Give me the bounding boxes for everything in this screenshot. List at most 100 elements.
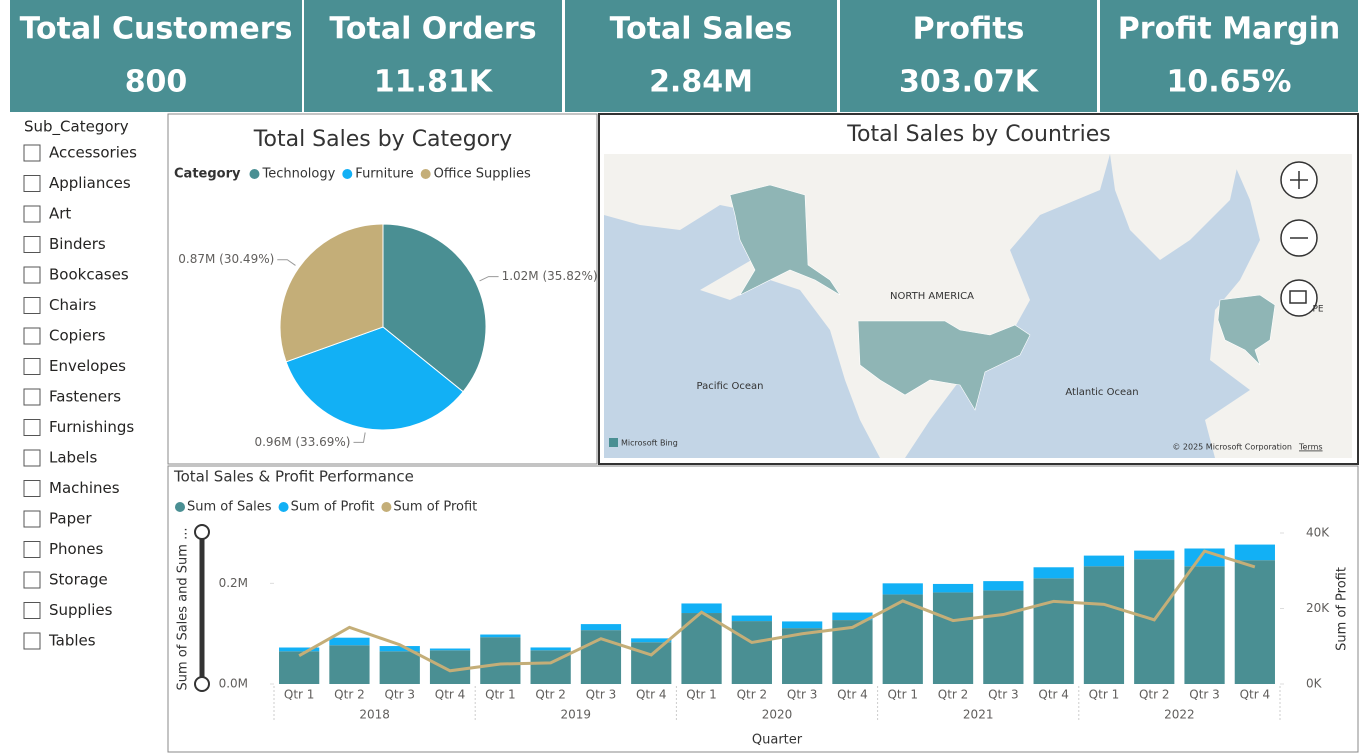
- checkbox[interactable]: [23, 175, 41, 192]
- x-group-label: 2019: [561, 708, 592, 722]
- combo-panel: [167, 465, 1359, 753]
- checkbox[interactable]: [23, 205, 41, 223]
- bar: [1234, 544, 1275, 561]
- bar: [631, 638, 672, 643]
- x-axis-title: Quarter: [752, 733, 803, 748]
- bar: [932, 583, 974, 593]
- slicer-item: Machines: [49, 479, 120, 497]
- kpi-value: 800: [125, 65, 188, 100]
- kpi-value: 303.07K: [899, 65, 1040, 100]
- slicer-item: Envelopes: [49, 357, 126, 375]
- kpi-value: 2.84M: [649, 65, 753, 100]
- checkbox[interactable]: [23, 144, 41, 162]
- checkbox[interactable]: [23, 480, 41, 497]
- slicer-item: Appliances: [49, 174, 131, 192]
- x-group-label: 2020: [762, 708, 793, 722]
- bar: [932, 592, 974, 684]
- map-label: Pacific Ocean: [697, 381, 764, 392]
- legend-label: Sum of Profit: [291, 500, 375, 515]
- bar: [480, 637, 521, 684]
- legend-swatch: [381, 502, 392, 512]
- checkbox[interactable]: [23, 327, 41, 345]
- slider-handle[interactable]: [194, 676, 210, 692]
- chart-title: Total Sales & Profit Performance: [173, 468, 414, 486]
- leader-line: [479, 276, 499, 282]
- kpi-title: Total Customers: [20, 12, 293, 47]
- pie-slice: [285, 326, 464, 431]
- x-tick-label: Qtr 3: [586, 688, 617, 702]
- kpi-card: [840, 0, 1097, 112]
- x-tick-label: Qtr 2: [737, 688, 768, 702]
- bar: [329, 645, 370, 684]
- bar: [580, 624, 622, 631]
- y2-tick-label: 0K: [1306, 677, 1323, 691]
- checkbox[interactable]: [23, 449, 41, 467]
- checkbox[interactable]: [23, 510, 41, 528]
- slicer-item: Bookcases: [49, 266, 129, 284]
- bar: [983, 581, 1024, 591]
- y2-axis-title: Sum of Profit: [1335, 567, 1350, 651]
- legend-title: Category: [174, 167, 241, 182]
- bar: [631, 642, 672, 684]
- slicer-item: Fasteners: [49, 388, 121, 406]
- slider-handle[interactable]: [194, 524, 210, 540]
- slicer-item: Art: [49, 205, 71, 223]
- bar: [530, 647, 571, 651]
- x-tick-label: Qtr 3: [988, 688, 1019, 702]
- x-tick-label: Qtr 3: [384, 688, 415, 702]
- y-tick-label: 0.0M: [219, 677, 248, 691]
- bar: [1033, 567, 1074, 579]
- x-tick-label: Qtr 4: [1038, 688, 1069, 702]
- checkbox[interactable]: [23, 571, 41, 589]
- chart-title: Total Sales by Category: [253, 127, 512, 152]
- slicer-item: Paper: [49, 510, 92, 528]
- y2-tick-label: 40K: [1306, 526, 1330, 540]
- bar: [731, 615, 772, 622]
- checkbox[interactable]: [23, 358, 41, 375]
- bar: [983, 590, 1024, 684]
- legend-label: Technology: [261, 167, 335, 182]
- map-copyright: © 2025 Microsoft Corporation: [1172, 443, 1292, 452]
- map-terms[interactable]: Terms: [1298, 443, 1323, 452]
- bar: [1184, 566, 1225, 684]
- checkbox[interactable]: [23, 388, 41, 406]
- bar: [832, 620, 873, 684]
- kpi-value: 11.81K: [374, 65, 494, 100]
- bar: [782, 621, 823, 629]
- bar: [1083, 566, 1125, 684]
- bar: [279, 651, 320, 684]
- checkbox[interactable]: [23, 236, 41, 253]
- x-group-label: 2022: [1164, 708, 1195, 722]
- bar: [1234, 560, 1275, 684]
- checkbox[interactable]: [23, 266, 41, 284]
- bar: [1033, 578, 1074, 684]
- map-panel: [598, 113, 1359, 465]
- bar: [1134, 550, 1175, 560]
- slicer-item: Labels: [49, 449, 97, 467]
- kpi-title: Total Orders: [329, 12, 536, 47]
- x-tick-label: Qtr 4: [435, 688, 466, 702]
- legend-swatch: [420, 169, 431, 179]
- kpi-title: Profits: [913, 12, 1025, 47]
- bar: [832, 612, 873, 621]
- bar: [1083, 555, 1125, 567]
- map-region-europe: [1217, 294, 1276, 366]
- data-label: 1.02M (35.82%): [502, 269, 598, 283]
- checkbox[interactable]: [23, 602, 41, 619]
- checkbox[interactable]: [23, 632, 41, 650]
- pie-slice: [279, 223, 384, 363]
- map-land-north-america: [604, 154, 1110, 458]
- checkbox[interactable]: [23, 541, 41, 558]
- legend-label: Office Supplies: [434, 167, 531, 182]
- bar: [731, 621, 772, 684]
- x-tick-label: Qtr 1: [485, 688, 516, 702]
- map-label: Atlantic Ocean: [1065, 387, 1138, 398]
- checkbox[interactable]: [23, 297, 41, 314]
- y2-tick-label: 20K: [1306, 601, 1330, 615]
- checkbox[interactable]: [23, 419, 41, 436]
- select-button[interactable]: [1280, 279, 1318, 317]
- x-tick-label: Qtr 1: [887, 688, 918, 702]
- slicer-item: Accessories: [49, 144, 137, 162]
- bing-logo: [609, 438, 618, 447]
